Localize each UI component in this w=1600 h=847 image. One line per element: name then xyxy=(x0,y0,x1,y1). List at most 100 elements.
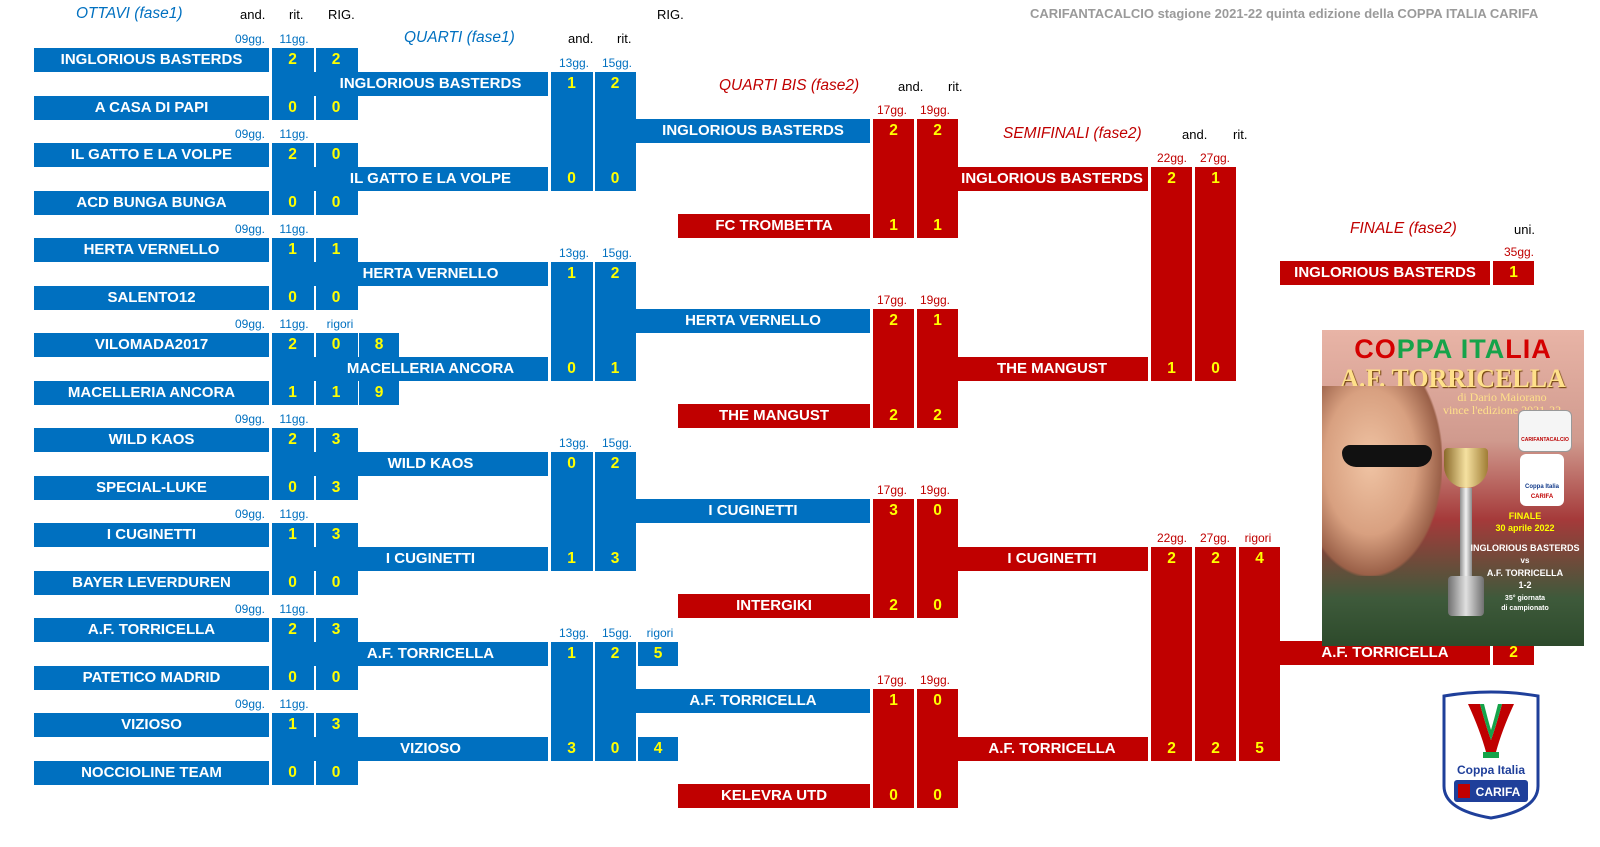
quarti-round-and: 13gg. xyxy=(558,56,590,70)
header-uni-finale: uni. xyxy=(1514,222,1535,237)
ottavi-round-rigori: rigori xyxy=(326,317,354,331)
team-name: SALENTO12 xyxy=(34,286,269,310)
semifinali-connector xyxy=(1239,547,1280,761)
ottavi-round-rit: 11gg. xyxy=(279,507,309,521)
score-andata: 0 xyxy=(551,357,592,381)
poster-final-label: FINALE xyxy=(1508,511,1542,521)
stage-title-quarti: QUARTI (fase1) xyxy=(404,29,515,46)
team-name: MACELLERIA ANCORA xyxy=(313,357,548,381)
quarti-round-rit: 15gg. xyxy=(601,246,633,260)
header-and-quarti-bis: and. xyxy=(898,79,924,94)
score-rigori: 4 xyxy=(1239,547,1280,571)
team-name: ACD BUNGA BUNGA xyxy=(34,191,269,215)
score-ritorno: 0 xyxy=(595,737,635,761)
score-andata: 1 xyxy=(272,523,313,547)
ottavi-team-row: VILOMADA2017 2 0 8 xyxy=(34,333,399,357)
score-ritorno: 2 xyxy=(595,452,635,476)
header-and-semifinali: and. xyxy=(1182,127,1208,142)
quarti-bis-team-row: FC TROMBETTA 1 1 xyxy=(678,214,958,238)
score-ritorno: 3 xyxy=(316,523,356,547)
team-name: BAYER LEVERDUREN xyxy=(34,571,269,595)
page-title: CARIFANTACALCIO stagione 2021-22 quinta … xyxy=(1030,6,1539,21)
score-andata: 0 xyxy=(272,191,313,215)
team-name: HERTA VERNELLO xyxy=(34,238,269,262)
quarti-bis-round-rit: 19gg. xyxy=(919,483,951,497)
ottavi-team-row: IL GATTO E LA VOLPE 2 0 xyxy=(34,143,356,167)
ottavi-round-rit: 11gg. xyxy=(279,317,309,331)
ottavi-team-row: NOCCIOLINE TEAM 0 0 xyxy=(34,761,356,785)
ottavi-round-and: 09gg. xyxy=(234,602,266,616)
ottavi-round-and: 09gg. xyxy=(234,697,266,711)
score-andata: 1 xyxy=(551,642,592,666)
team-name: MACELLERIA ANCORA xyxy=(34,381,269,405)
score-andata: 1 xyxy=(551,547,592,571)
coppa-italia-mini-logo-icon: Coppa Italia CARIFA xyxy=(1520,454,1564,506)
team-name: INTERGIKI xyxy=(678,594,870,618)
team-name: IL GATTO E LA VOLPE xyxy=(313,167,548,191)
ottavi-round-rit: 11gg. xyxy=(279,602,309,616)
score-andata: 1 xyxy=(551,72,592,96)
quarti-bis-team-row: A.F. TORRICELLA 1 0 xyxy=(636,689,958,713)
quarti-bis-team-row: I CUGINETTI 3 0 xyxy=(636,499,958,523)
quarti-bis-round-and: 17gg. xyxy=(876,483,908,497)
score-ritorno: 0 xyxy=(917,784,958,808)
header-and-ottavi: and. xyxy=(240,7,266,22)
semifinali-round-rigori: rigori xyxy=(1244,531,1272,545)
quarti-bis-round-rit: 19gg. xyxy=(919,293,951,307)
score-ritorno: 3 xyxy=(316,428,356,452)
team-name: A CASA DI PAPI xyxy=(34,96,269,120)
quarti-round-and: 13gg. xyxy=(558,626,590,640)
score-andata: 1 xyxy=(873,214,914,238)
score-ritorno: 2 xyxy=(917,119,958,143)
score-andata: 3 xyxy=(551,737,592,761)
winner-photo-icon xyxy=(1322,386,1442,576)
team-name: THE MANGUST xyxy=(956,357,1148,381)
poster-vs: vs xyxy=(1520,556,1530,565)
score-unica: 1 xyxy=(1493,261,1534,285)
ottavi-team-row: VIZIOSO 1 3 xyxy=(34,713,356,737)
semifinali-connector xyxy=(1195,547,1236,761)
quarti-team-row: WILD KAOS 0 2 xyxy=(313,452,635,476)
quarti-bis-team-row: INGLORIOUS BASTERDS 2 2 xyxy=(636,119,958,143)
team-name: A.F. TORRICELLA xyxy=(956,737,1148,761)
score-ritorno: 2 xyxy=(595,262,635,286)
quarti-team-row: A.F. TORRICELLA 1 2 5 xyxy=(313,642,678,666)
ottavi-team-row: SPECIAL-LUKE 0 3 xyxy=(34,476,356,500)
quarti-bis-round-and: 17gg. xyxy=(876,103,908,117)
score-andata: 2 xyxy=(1151,547,1192,571)
header-rig-quarti: RIG. xyxy=(657,7,684,22)
score-ritorno: 1 xyxy=(595,357,635,381)
quarti-round-and: 13gg. xyxy=(558,436,590,450)
quarti-round-rigori: rigori xyxy=(646,626,674,640)
club-badge-icon: CARIFANTACALCIO xyxy=(1518,410,1572,452)
score-ritorno: 0 xyxy=(316,286,356,310)
quarti-bis-team-row: KELEVRA UTD 0 0 xyxy=(678,784,958,808)
score-andata: 1 xyxy=(1151,357,1192,381)
poster-final-date: 30 aprile 2022 xyxy=(1495,523,1555,533)
quarti-bis-round-rit: 19gg. xyxy=(919,103,951,117)
team-name: FC TROMBETTA xyxy=(678,214,870,238)
team-name: INGLORIOUS BASTERDS xyxy=(313,72,548,96)
score-andata: 0 xyxy=(272,96,313,120)
quarti-bis-team-row: THE MANGUST 2 2 xyxy=(678,404,958,428)
ottavi-team-row: I CUGINETTI 1 3 xyxy=(34,523,356,547)
team-name: SPECIAL-LUKE xyxy=(34,476,269,500)
mini-logo-text2: CARIFA xyxy=(1530,494,1554,500)
poster-title: COPPA ITALIA xyxy=(1354,334,1552,364)
team-name: KELEVRA UTD xyxy=(678,784,870,808)
score-ritorno: 1 xyxy=(917,214,958,238)
ottavi-round-rit: 11gg. xyxy=(279,412,309,426)
score-ritorno: 2 xyxy=(595,72,635,96)
team-name: INGLORIOUS BASTERDS xyxy=(1280,261,1490,285)
team-name: WILD KAOS xyxy=(34,428,269,452)
quarti-team-row: IL GATTO E LA VOLPE 0 0 xyxy=(313,167,635,191)
team-name: A.F. TORRICELLA xyxy=(636,689,870,713)
score-ritorno: 0 xyxy=(316,571,356,595)
header-and-quarti: and. xyxy=(568,31,594,46)
ottavi-team-row: A.F. TORRICELLA 2 3 xyxy=(34,618,356,642)
score-ritorno: 2 xyxy=(917,404,958,428)
team-name: WILD KAOS xyxy=(313,452,548,476)
poster-team2: A.F. TORRICELLA xyxy=(1486,568,1564,578)
score-andata: 0 xyxy=(272,666,313,690)
ottavi-round-and: 09gg. xyxy=(234,127,266,141)
